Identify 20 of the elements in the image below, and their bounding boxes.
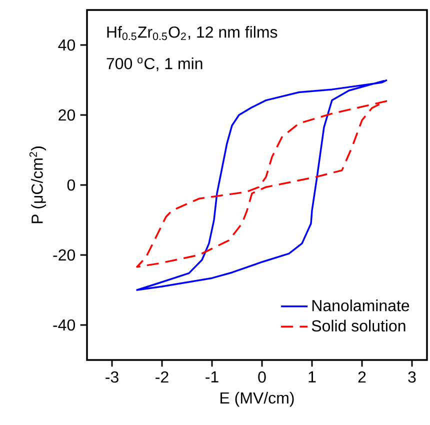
x-tick-label: -3: [106, 371, 118, 383]
y-axis-title: P (μC/cm$^{2}$): [29, 146, 46, 224]
legend-label: Solid solution: [312, 320, 406, 332]
x-tick-label: -2: [156, 371, 168, 383]
x-tick-label: 3: [408, 371, 416, 383]
x-axis-title: E (MV/cm): [220, 392, 294, 407]
y-tick-label: 0: [67, 179, 76, 191]
x-tick-label: 2: [358, 371, 366, 383]
annotation: Hf$_{0.5}$Zr$_{0.5}$O$_{2}$, 12 nm films: [107, 26, 278, 40]
x-tick-label: 1: [308, 371, 316, 382]
legend-label: Nanolaminate: [312, 300, 410, 312]
y-tick-label: 40: [58, 39, 76, 51]
y-tick-label: -40: [53, 319, 75, 331]
line-series: [136, 100, 388, 268]
y-tick-label: -20: [53, 249, 75, 261]
y-tick-label: 20: [58, 109, 76, 121]
line-series: [136, 79, 388, 291]
annotation: 700 $^{o}$C, 1 min: [106, 58, 202, 72]
x-tick-label: -1: [206, 371, 218, 382]
x-tick-label: 0: [258, 371, 266, 383]
